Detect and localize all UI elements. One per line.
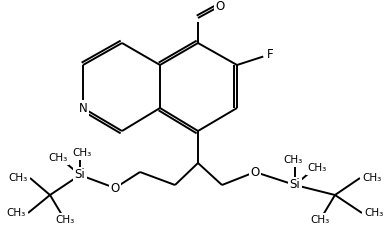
Text: CH₃: CH₃ <box>364 208 383 218</box>
Text: CH₃: CH₃ <box>55 215 74 225</box>
Text: CH₃: CH₃ <box>73 148 92 158</box>
Text: O: O <box>110 182 120 194</box>
Text: CH₃: CH₃ <box>310 215 330 225</box>
Text: CH₃: CH₃ <box>9 173 28 183</box>
Text: CH₃: CH₃ <box>283 155 303 165</box>
Text: F: F <box>267 48 273 62</box>
Text: CH₃: CH₃ <box>307 163 327 173</box>
Text: CH₃: CH₃ <box>48 153 68 163</box>
Text: CH₃: CH₃ <box>7 208 26 218</box>
Text: Si: Si <box>289 178 300 192</box>
Text: N: N <box>79 102 87 114</box>
Text: CH₃: CH₃ <box>362 173 381 183</box>
Text: O: O <box>250 166 260 178</box>
Text: O: O <box>215 0 225 12</box>
Text: Si: Si <box>74 168 85 181</box>
